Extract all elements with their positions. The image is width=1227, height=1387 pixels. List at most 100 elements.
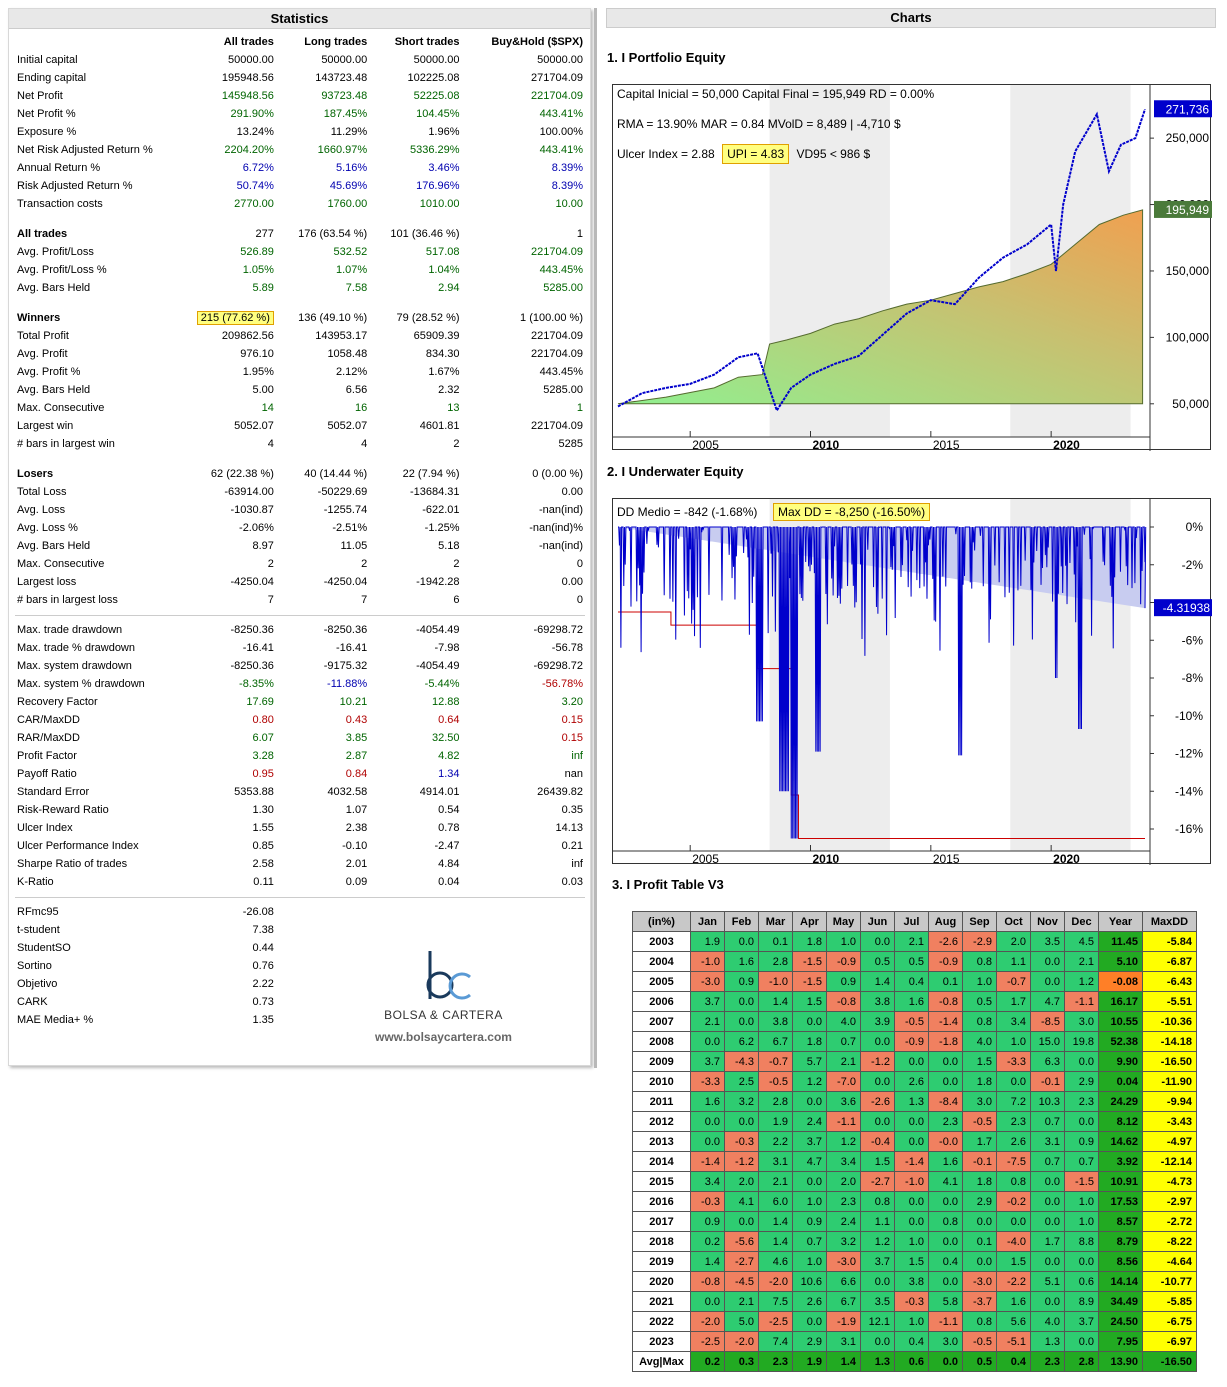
y-tick-label: -2% (1182, 558, 1204, 572)
buyhold-line (617, 108, 1146, 413)
profit-cell: 0.7 (1030, 1151, 1065, 1172)
stats-value: 4.84 (438, 858, 460, 870)
profit-cell: 0.9 (1064, 1131, 1099, 1152)
last-dd-badge (1154, 599, 1212, 617)
stats-value: 443.41% (539, 144, 583, 156)
stats-value: -56.78% (542, 678, 583, 690)
profit-col-header: Apr (792, 911, 827, 932)
logo-url[interactable]: www.bolsaycartera.com (375, 1030, 512, 1044)
profit-cell: 0.0 (894, 1051, 929, 1072)
stats-value: 5.18 (438, 540, 460, 552)
profit-cell: 0.7 (1030, 1111, 1065, 1132)
stats-value: 5.89 (252, 282, 274, 294)
profit-cell: 2.9 (792, 1331, 827, 1352)
stats-row-label: # bars in largest win (17, 438, 115, 450)
stats-value: 0.95 (252, 768, 274, 780)
stats-value: 0.35 (561, 804, 583, 816)
profit-cell: 2.0 (724, 1171, 759, 1192)
stats-row-label: Payoff Ratio (17, 768, 77, 780)
stats-value: 50000.00 (537, 54, 583, 66)
stats-value: 221704.09 (531, 420, 583, 432)
profit-cell: -10.36 (1142, 1011, 1197, 1032)
stats-value: -1030.87 (230, 504, 274, 516)
profit-cell: 1.7 (962, 1131, 997, 1152)
profit-col-header: Mar (758, 911, 793, 932)
profit-avg-label: Avg|Max (632, 1351, 691, 1372)
profit-cell: 6.3 (1030, 1051, 1065, 1072)
profit-cell: 2.4 (792, 1111, 827, 1132)
stats-value: -5.44% (424, 678, 460, 690)
section-divider (15, 615, 585, 616)
stats-value: 1.96% (428, 126, 460, 138)
panel-splitter[interactable] (594, 8, 597, 1068)
profit-cell: -0.5 (962, 1331, 997, 1352)
profit-cell: 1.4 (758, 991, 793, 1012)
stats-value: 0.15 (561, 732, 583, 744)
stats-value: 221704.09 (531, 348, 583, 360)
x-tick-label: 2010 (813, 852, 840, 865)
stats-row: MAE Media+ % 1.35 (15, 1011, 585, 1029)
profit-cell: -5.6 (724, 1231, 759, 1252)
profit-cell: -1.0 (758, 971, 793, 992)
stats-value: -7.98 (434, 642, 460, 654)
stats-row-label: Max. system drawdown (17, 660, 132, 672)
profit-row: 2020 -0.8 -4.5 -2.0 10.6 6.6 0.0 3.8 0.0 -3.0 -2.2… (632, 1271, 1197, 1292)
profit-cell: 2.1 (758, 1171, 793, 1192)
stats-value: -4054.49 (416, 624, 460, 636)
stats-value: 6 (453, 594, 460, 606)
stats-row: StudentSO 0.44 (15, 939, 585, 957)
profit-cell: 9.90 (1098, 1051, 1143, 1072)
stats-value: 532.52 (333, 246, 368, 258)
stats-row-label: Max. Consecutive (17, 558, 105, 570)
profit-cell: -3.0 (690, 971, 725, 992)
profit-cell: 1.6 (690, 1091, 725, 1112)
profit-cell: -3.7 (962, 1291, 997, 1312)
equity-chart-title: 1. I Portfolio Equity (607, 50, 726, 65)
stats-row: Max. Consecutive 14 16 13 1 (15, 399, 585, 417)
stats-row: Payoff Ratio 0.95 0.84 1.34 nan (15, 765, 585, 783)
stats-value: 8.39% (551, 162, 583, 174)
stats-row: Largest loss -4250.04 -4250.04 -1942.28 0.00 (15, 573, 585, 591)
profit-cell: 0.9 (826, 971, 861, 992)
profit-col-header: May (826, 911, 861, 932)
profit-cell: -2.72 (1142, 1211, 1197, 1232)
stats-value: 101 (36.46 %) (390, 228, 460, 240)
profit-cell: 6.2 (724, 1031, 759, 1052)
profit-cell: -9.94 (1142, 1091, 1197, 1112)
stats-value: 7.38 (252, 924, 274, 936)
stats-value: 0.73 (252, 996, 274, 1008)
stats-value: -2.06% (239, 522, 274, 534)
profit-cell: 14.14 (1098, 1271, 1143, 1292)
profit-cell: 2.9 (1064, 1071, 1099, 1092)
y-tick-label: 0% (1186, 520, 1204, 534)
profit-cell: 0.0 (690, 1111, 725, 1132)
profit-cell: 16.17 (1098, 991, 1143, 1012)
stats-row: Avg. Profit 976.10 1058.48 834.30 221704.09 (15, 345, 585, 363)
stats-row: Avg. Bars Held 5.89 7.58 2.94 5285.00 (15, 279, 585, 297)
stats-value: 187.45% (323, 108, 368, 120)
profit-cell: 0.8 (962, 1011, 997, 1032)
profit-cell: 5.10 (1098, 951, 1143, 972)
profit-cell: -0.0 (928, 1131, 963, 1152)
stats-value: 221704.09 (531, 246, 583, 258)
stats-row: Sharpe Ratio of trades 2.58 2.01 4.84 inf (15, 855, 585, 873)
stats-column-header: Long trades (304, 36, 368, 48)
stats-value: 4 (267, 438, 274, 450)
profit-col-header: Jan (690, 911, 725, 932)
profit-row: 2008 0.0 6.2 6.7 1.8 0.7 0.0 -0.9 -1.8 4.0 1.0 15.0… (632, 1031, 1197, 1052)
profit-year: 2020 (632, 1271, 691, 1292)
stats-row-label: Net Profit % (17, 108, 76, 120)
stats-value: 0.76 (252, 960, 274, 972)
profit-cell: 10.3 (1030, 1091, 1065, 1112)
profit-cell: 0.0 (860, 1111, 895, 1132)
stats-value: 5.16% (336, 162, 368, 174)
profit-cell: -3.3 (690, 1071, 725, 1092)
stats-value: 2.94 (438, 282, 460, 294)
profit-year: 2010 (632, 1071, 691, 1092)
stats-row-label: Exposure % (17, 126, 77, 138)
stats-row-label: CAR/MaxDD (17, 714, 80, 726)
stats-value: -26.08 (242, 906, 274, 918)
profit-cell: -11.90 (1142, 1071, 1197, 1092)
stats-value: 1.55 (252, 822, 274, 834)
stats-row-label: Avg. Bars Held (17, 282, 91, 294)
